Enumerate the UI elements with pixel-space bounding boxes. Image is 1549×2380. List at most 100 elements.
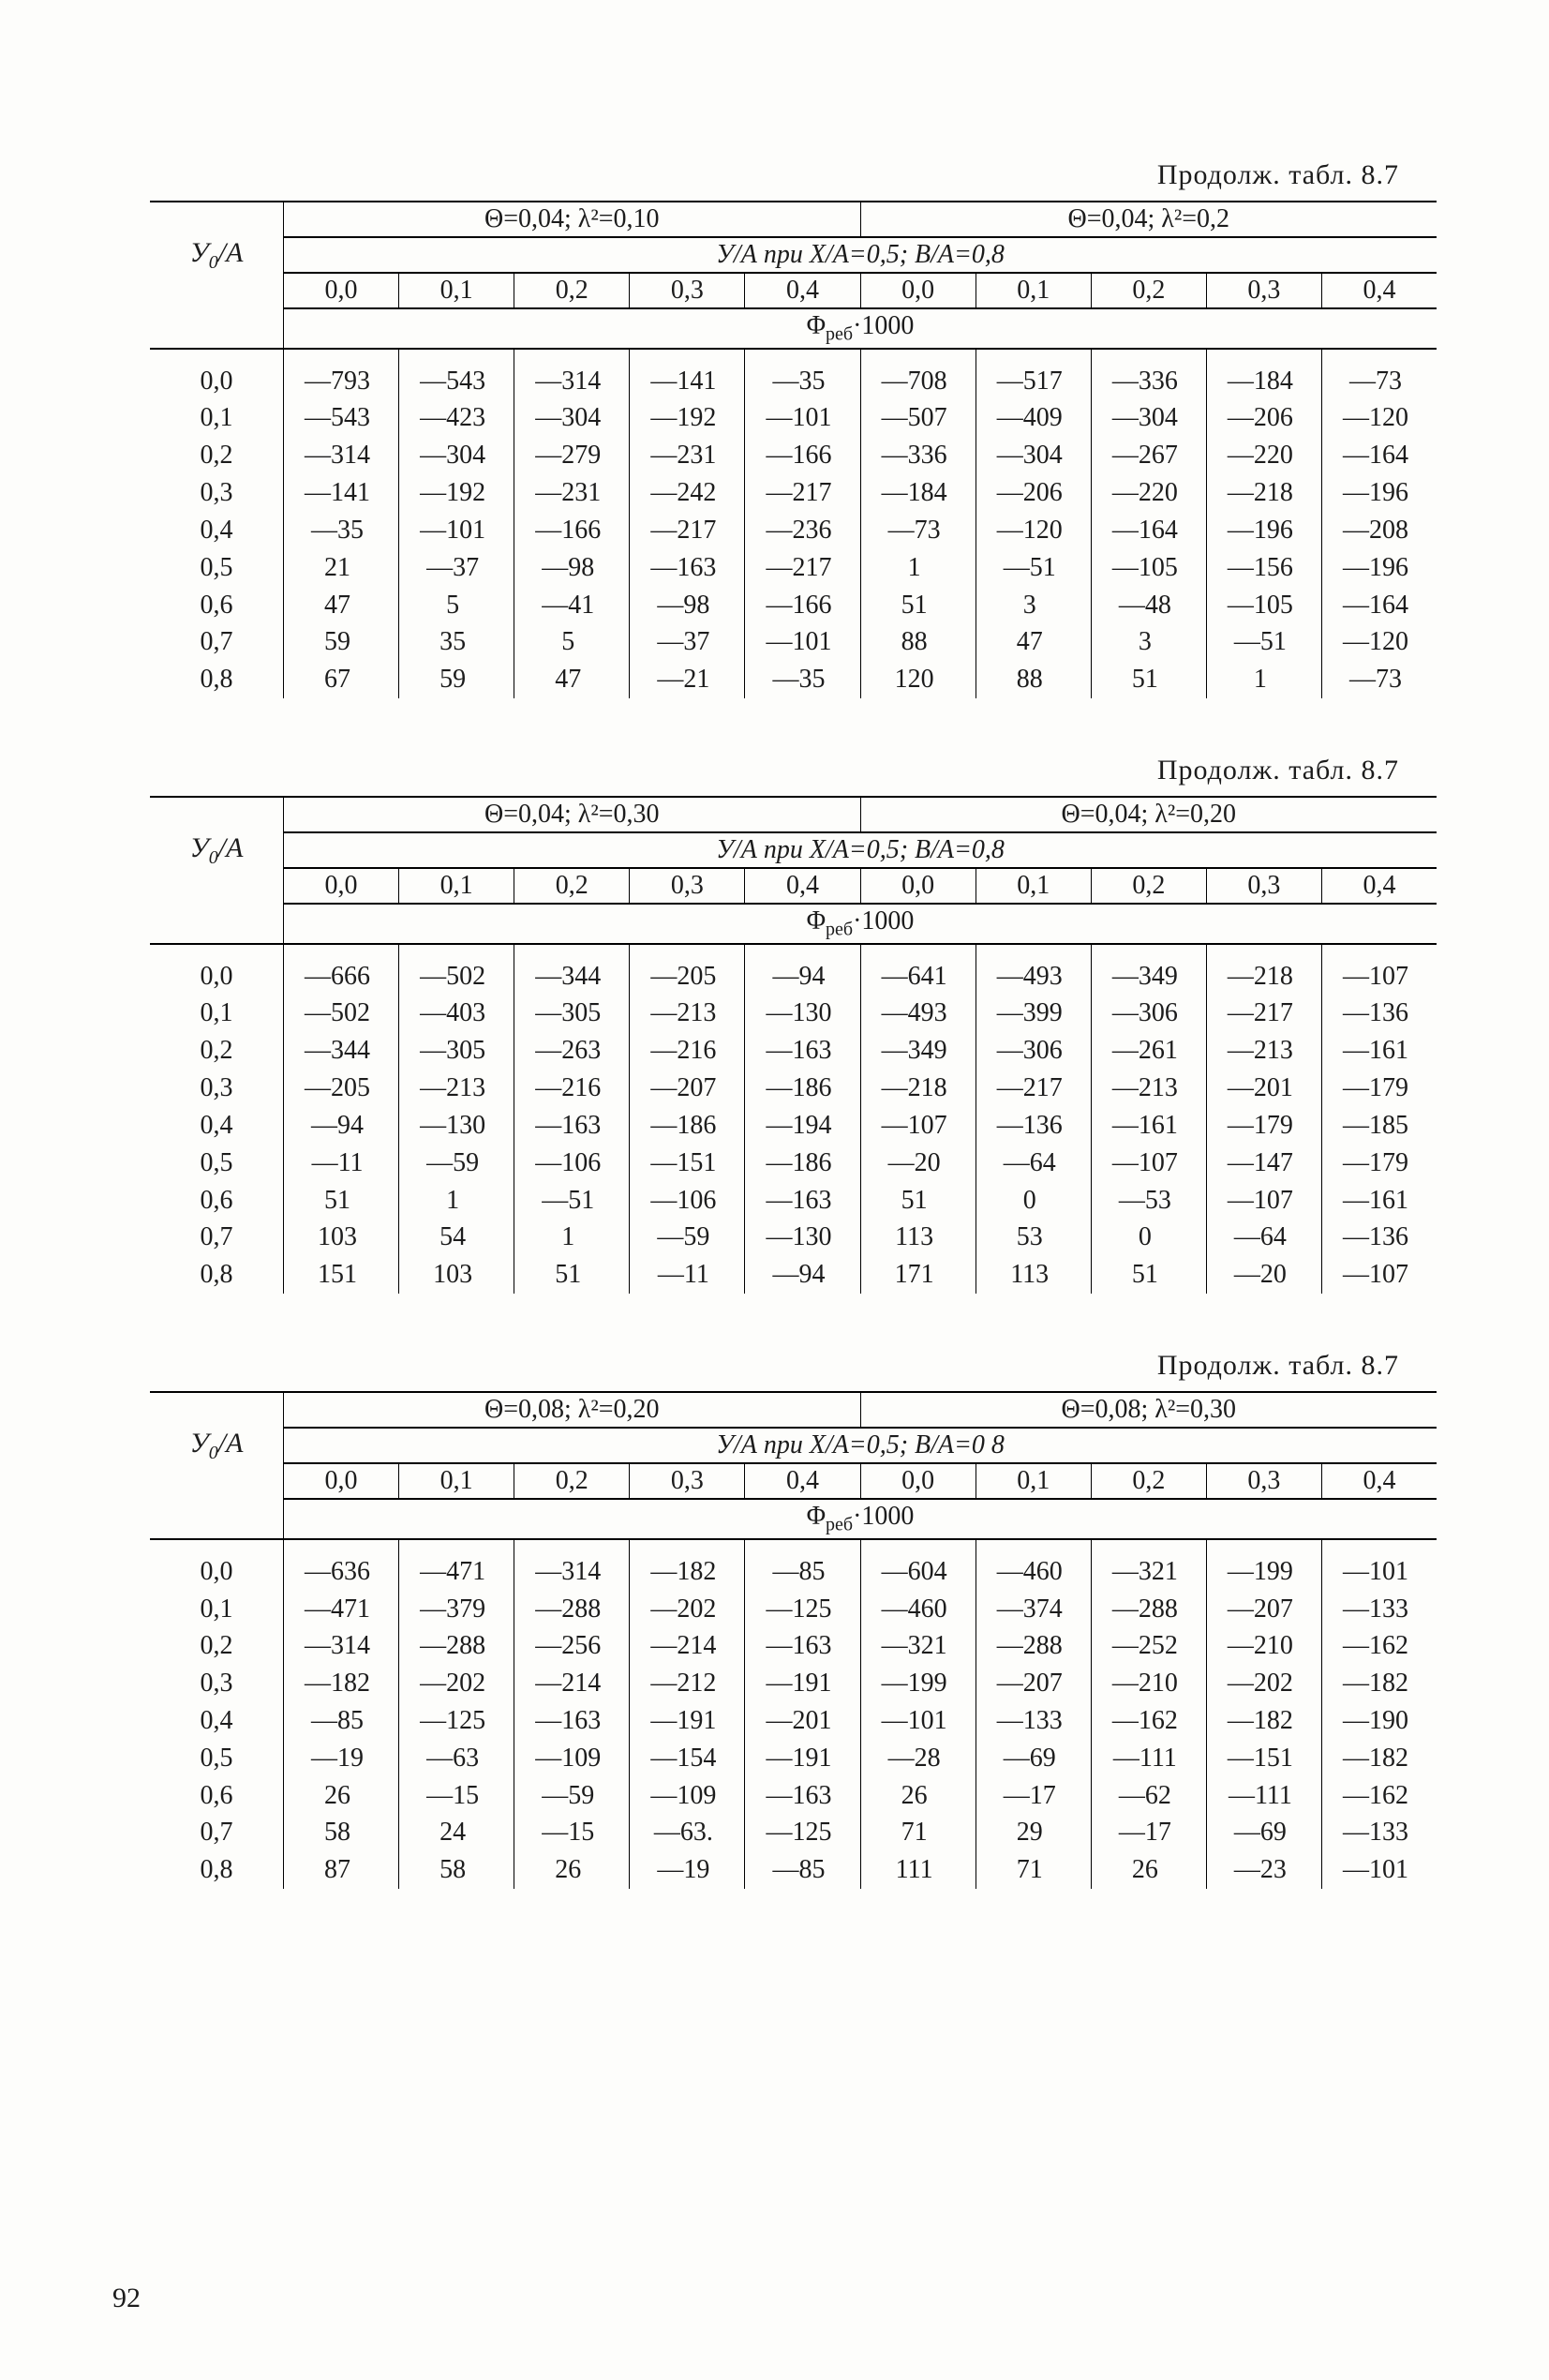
col-header: 0,4 <box>1321 1463 1437 1499</box>
col-header: 0,3 <box>630 1463 745 1499</box>
data-cell: 59 <box>284 623 399 661</box>
stub-value: 0,8 <box>150 1256 284 1294</box>
stub-value: 0,2 <box>150 1627 284 1665</box>
data-cell: —213 <box>1206 1032 1321 1070</box>
data-cell: —208 <box>1321 512 1437 549</box>
data-cell: —125 <box>399 1702 514 1740</box>
stub-value: 0,1 <box>150 995 284 1032</box>
data-cell: —163 <box>745 1032 860 1070</box>
data-cell: 26 <box>860 1777 976 1815</box>
stub-header: У0/А <box>150 202 284 308</box>
data-cell: —106 <box>514 1145 630 1182</box>
data-cell: —409 <box>976 399 1091 437</box>
data-cell: 88 <box>860 623 976 661</box>
data-cell: —205 <box>284 1070 399 1107</box>
data-cell: —184 <box>1206 363 1321 400</box>
data-cell: —151 <box>630 1145 745 1182</box>
data-cell: —217 <box>1206 995 1321 1032</box>
data-cell: —218 <box>1206 958 1321 995</box>
col-header: 0,1 <box>399 273 514 308</box>
stub-value: 0,0 <box>150 958 284 995</box>
data-cell: —304 <box>1091 399 1206 437</box>
data-cell: 29 <box>976 1814 1091 1851</box>
data-cell: —210 <box>1206 1627 1321 1665</box>
data-cell: —460 <box>860 1591 976 1628</box>
stub-value: 0,7 <box>150 1814 284 1851</box>
stub-value: 0,2 <box>150 437 284 474</box>
data-cell: —37 <box>399 549 514 587</box>
data-cell: —53 <box>1091 1182 1206 1220</box>
data-cell: —15 <box>514 1814 630 1851</box>
data-cell: —185 <box>1321 1107 1437 1145</box>
data-cell: 67 <box>284 661 399 698</box>
data-cell: —399 <box>976 995 1091 1032</box>
col-header: 0,1 <box>399 1463 514 1499</box>
data-cell: —191 <box>745 1665 860 1702</box>
col-header: 0,3 <box>1206 1463 1321 1499</box>
data-cell: —125 <box>745 1814 860 1851</box>
data-cell: —111 <box>1206 1777 1321 1815</box>
data-cell: 51 <box>860 587 976 624</box>
data-cell: —379 <box>399 1591 514 1628</box>
data-cell: —94 <box>284 1107 399 1145</box>
col-header: 0,2 <box>1091 273 1206 308</box>
data-cell: —336 <box>860 437 976 474</box>
data-cell: —125 <box>745 1591 860 1628</box>
condition-label: У/А при X/А=0,5; В/А=0,8 <box>284 832 1437 868</box>
data-cell: 71 <box>976 1851 1091 1889</box>
data-cell: —161 <box>1321 1032 1437 1070</box>
data-cell: —20 <box>1206 1256 1321 1294</box>
stub-value: 0,1 <box>150 399 284 437</box>
col-header: 0,4 <box>745 1463 860 1499</box>
stub-value: 0,2 <box>150 1032 284 1070</box>
data-cell: 51 <box>860 1182 976 1220</box>
stub-value: 0,7 <box>150 1219 284 1256</box>
data-cell: 47 <box>514 661 630 698</box>
data-cell: —314 <box>514 363 630 400</box>
data-cell: —64 <box>1206 1219 1321 1256</box>
col-header: 0,0 <box>284 868 399 904</box>
data-cell: —184 <box>860 474 976 512</box>
stub-value: 0,3 <box>150 1665 284 1702</box>
data-cell: —163 <box>514 1702 630 1740</box>
data-cell: —98 <box>630 587 745 624</box>
data-cell: —11 <box>630 1256 745 1294</box>
data-cell: —101 <box>1321 1553 1437 1591</box>
data-cell: —37 <box>630 623 745 661</box>
data-cell: 53 <box>976 1219 1091 1256</box>
data-cell: —98 <box>514 549 630 587</box>
data-cell: —105 <box>1206 587 1321 624</box>
stub-value: 0,6 <box>150 1777 284 1815</box>
stub-value: 0,1 <box>150 1591 284 1628</box>
data-cell: —73 <box>1321 363 1437 400</box>
col-header: 0,3 <box>630 868 745 904</box>
data-cell: —17 <box>1091 1814 1206 1851</box>
data-cell: 88 <box>976 661 1091 698</box>
data-cell: —242 <box>630 474 745 512</box>
data-cell: 24 <box>399 1814 514 1851</box>
stub-value: 0,8 <box>150 661 284 698</box>
data-cell: 1 <box>860 549 976 587</box>
data-table: У0/АΘ=0,04; λ²=0,10Θ=0,04; λ²=0,2У/А при… <box>150 201 1437 698</box>
condition-label: У/А при X/А=0,5; В/А=0 8 <box>284 1428 1437 1463</box>
data-cell: —120 <box>1321 399 1437 437</box>
data-cell: —107 <box>1091 1145 1206 1182</box>
data-cell: —214 <box>514 1665 630 1702</box>
theta-right: Θ=0,04; λ²=0,20 <box>860 797 1437 832</box>
data-cell: —192 <box>630 399 745 437</box>
data-cell: —336 <box>1091 363 1206 400</box>
data-cell: —59 <box>514 1777 630 1815</box>
data-cell: —252 <box>1091 1627 1206 1665</box>
data-cell: —212 <box>630 1665 745 1702</box>
data-cell: —59 <box>399 1145 514 1182</box>
data-cell: —207 <box>976 1665 1091 1702</box>
data-cell: —51 <box>976 549 1091 587</box>
data-cell: —314 <box>514 1553 630 1591</box>
stub-value: 0,3 <box>150 474 284 512</box>
phi-row-label: Φреб·1000 <box>284 904 1437 944</box>
data-cell: —64 <box>976 1145 1091 1182</box>
data-cell: —344 <box>514 958 630 995</box>
col-header: 0,0 <box>860 273 976 308</box>
data-cell: 5 <box>399 587 514 624</box>
data-cell: —201 <box>1206 1070 1321 1107</box>
